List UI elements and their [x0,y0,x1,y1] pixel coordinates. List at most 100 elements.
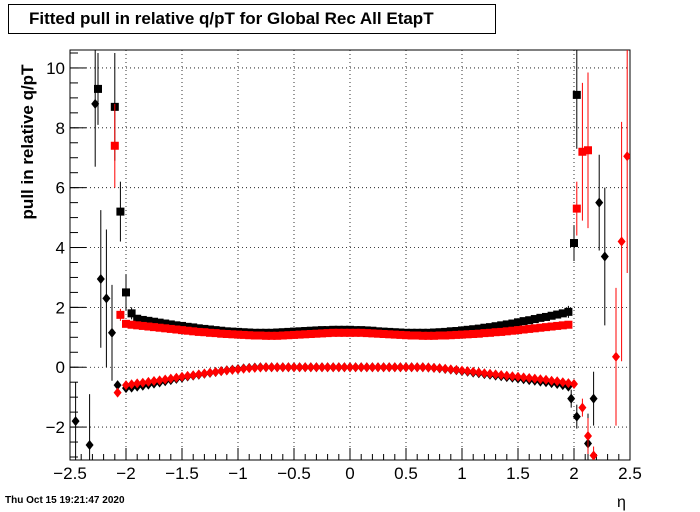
data-point-diamond [469,366,478,377]
data-point-diamond [402,362,410,373]
data-point-diamond [144,376,153,387]
data-point-square [402,331,410,340]
data-point-square [463,325,472,334]
data-point-diamond [133,378,142,389]
data-point-square [351,328,360,337]
data-point-square [178,326,186,335]
data-point-square [368,329,377,338]
data-point-square [172,325,181,334]
data-point-diamond [183,370,192,381]
data-point-square [536,313,545,322]
data-point-square [514,318,522,327]
data-point-square [334,328,343,337]
data-point-square [553,310,562,319]
data-point-diamond [441,363,450,374]
data-point-square [491,328,500,337]
data-point-diamond [239,363,248,374]
data-point-square [295,330,304,339]
y-tick-label: 8 [56,119,65,138]
data-point-square [346,328,354,337]
x-tick-label: 2 [569,464,578,483]
data-point-diamond [407,362,416,373]
data-point-square [558,309,567,318]
data-point-diamond [578,402,587,413]
data-point-diamond [558,377,567,388]
data-point-diamond [71,416,80,427]
data-point-diamond [96,273,105,284]
data-point-square [446,331,455,340]
y-tick-label: 4 [56,239,65,258]
data-point-diamond [189,370,198,381]
data-point-diamond [329,362,338,373]
x-axis-label: η [617,494,626,511]
data-point-square [138,315,147,324]
x-tick-label: −2 [116,464,135,483]
data-point-diamond [323,362,332,373]
data-point-diamond [525,373,534,383]
data-point-square [357,328,366,337]
data-point-square [161,324,170,333]
y-tick-label: −2 [46,418,65,437]
data-point-diamond [514,371,522,382]
data-point-diamond [413,362,422,373]
x-tick-label: 2.5 [618,464,642,483]
data-point-diamond [178,371,186,382]
data-point-square [379,330,388,339]
data-point-diamond [206,367,214,378]
data-point-square [502,320,511,329]
data-point-diamond [150,375,158,386]
data-point-diamond [91,98,100,109]
data-point-diamond [127,379,136,390]
data-point-diamond [222,365,231,376]
data-point-square [166,320,175,329]
data-point-square [553,321,562,330]
data-point-square [239,330,248,339]
data-point-square [318,329,326,338]
data-point-diamond [595,197,604,208]
data-point-diamond [228,364,237,375]
data-point-square [413,331,422,340]
data-point-diamond [553,376,562,387]
data-point-square [228,330,237,339]
data-point-diamond [536,374,545,385]
x-tick-label: 1 [457,464,466,483]
data-point-diamond [474,367,483,378]
data-point-diamond [113,387,122,398]
data-point-diamond [446,364,455,375]
data-point-square [424,331,433,340]
data-point-diamond [200,368,209,379]
data-point-diamond [547,375,556,386]
data-point-square [122,319,130,328]
data-point-diamond [267,362,276,373]
data-point-square [110,141,119,150]
data-point-square [144,322,153,331]
x-tick-label: −0.5 [277,464,311,483]
data-point-square [508,326,517,335]
data-point-diamond [284,362,293,373]
data-point-square [385,330,394,339]
data-point-square [474,329,483,338]
y-tick-label: 6 [56,179,65,198]
data-point-square [127,309,136,318]
data-point-square [435,331,444,340]
data-point-diamond [362,362,371,373]
data-point-square [362,329,371,338]
data-point-square [155,323,164,332]
x-tick-label: −1.5 [165,464,199,483]
data-point-square [206,328,214,337]
data-layer [71,50,630,460]
data-point-square [262,331,270,340]
data-point-diamond [312,362,321,373]
data-point-square [178,321,186,330]
data-point-diamond [584,431,592,442]
data-point-diamond [570,378,578,389]
data-point-square [94,84,102,93]
data-point-square [133,321,142,330]
data-point-square [127,320,136,329]
data-point-square [133,314,142,323]
data-point-diamond [245,363,254,374]
data-point-square [480,329,489,338]
data-point-square [267,331,276,340]
data-point-diamond [306,362,315,373]
